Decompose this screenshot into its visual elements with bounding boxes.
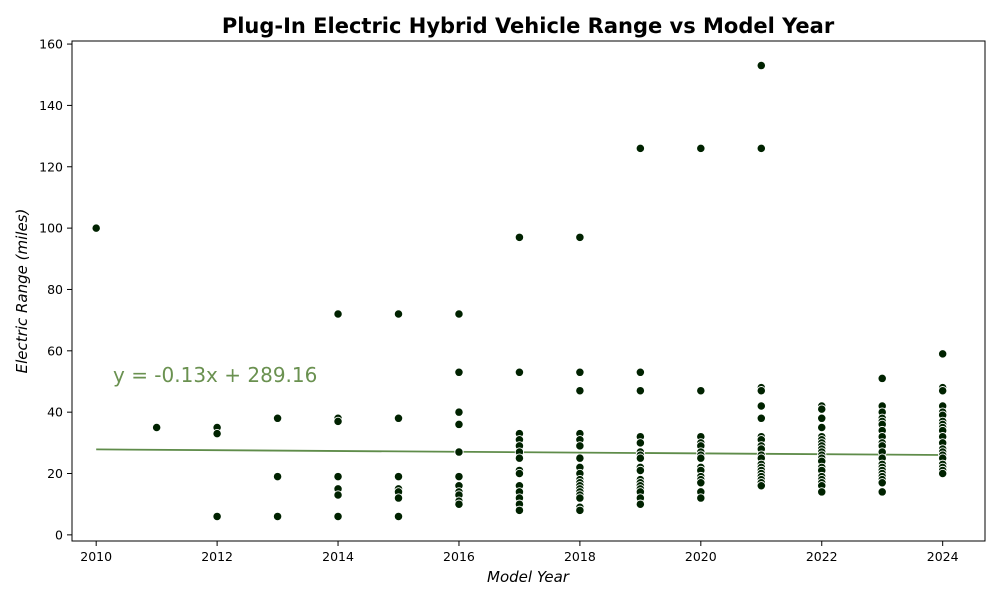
data-point: [514, 453, 525, 463]
data-point: [938, 468, 948, 479]
data-point: [635, 438, 646, 448]
data-point: [877, 478, 887, 488]
data-point: [756, 401, 766, 411]
data-point: [817, 404, 827, 414]
data-point: [635, 386, 646, 396]
data-point: [696, 386, 706, 396]
y-tick-label: 100: [39, 221, 63, 236]
data-point: [454, 471, 464, 482]
y-tick-label: 140: [39, 98, 63, 113]
y-tick-label: 160: [39, 37, 63, 52]
trendline-equation: y = -0.13x + 289.16: [113, 363, 317, 387]
x-tick-label: 2016: [443, 549, 475, 564]
data-point: [454, 407, 464, 417]
data-point: [817, 413, 827, 423]
data-point: [333, 471, 343, 482]
y-tick-label: 0: [55, 527, 63, 542]
data-point: [514, 468, 525, 479]
plot-frame: [71, 40, 986, 542]
data-point: [696, 453, 706, 463]
data-point: [393, 471, 404, 482]
data-point: [575, 232, 585, 242]
x-tick-label: 2024: [927, 549, 959, 564]
x-tick-label: 2014: [322, 549, 354, 564]
data-point: [454, 499, 464, 509]
y-tick-label: 120: [39, 159, 63, 174]
data-point: [91, 223, 101, 233]
x-tick-label: 2022: [806, 549, 838, 564]
data-point: [575, 505, 585, 515]
data-point: [696, 493, 706, 503]
data-point: [333, 416, 343, 427]
data-point: [696, 478, 706, 488]
data-point: [817, 422, 827, 433]
data-point: [393, 511, 404, 522]
data-point: [756, 386, 766, 396]
data-point: [575, 453, 585, 463]
data-point: [514, 505, 525, 515]
x-tick-label: 2010: [80, 549, 112, 564]
x-axis-label: Model Year: [487, 568, 570, 586]
data-point: [393, 413, 404, 423]
data-point: [575, 367, 585, 377]
x-tick-label: 2012: [201, 549, 233, 564]
data-point: [575, 493, 585, 503]
y-tick-label: 60: [47, 343, 63, 358]
data-point: [635, 465, 646, 476]
data-point: [454, 309, 464, 319]
data-point: [635, 453, 646, 463]
data-point: [212, 511, 222, 522]
x-tick-label: 2020: [685, 549, 717, 564]
data-point: [272, 471, 283, 482]
data-point: [272, 511, 283, 522]
data-point: [756, 143, 766, 154]
data-point: [635, 499, 646, 509]
plot-area: [91, 60, 948, 522]
data-point: [938, 386, 948, 396]
y-tick-label: 80: [47, 282, 63, 297]
y-tick-label: 20: [47, 466, 63, 481]
data-point: [454, 367, 464, 377]
data-point: [212, 428, 222, 439]
data-point: [393, 309, 404, 319]
data-point: [756, 481, 766, 491]
data-point: [333, 511, 343, 522]
data-point: [938, 349, 948, 359]
data-point: [272, 413, 283, 423]
data-point: [817, 487, 827, 497]
data-point: [877, 487, 887, 497]
data-point: [635, 367, 646, 377]
x-tick-label: 2018: [564, 549, 596, 564]
data-point: [514, 367, 525, 377]
data-point: [877, 373, 887, 384]
data-point: [333, 490, 343, 500]
data-point: [393, 493, 404, 503]
chart-title: Plug-In Electric Hybrid Vehicle Range vs…: [222, 14, 835, 38]
x-axis: 2010 2012 2014 2016 2018 2020 2022 2024: [80, 541, 959, 564]
data-point: [151, 422, 162, 433]
data-point: [756, 60, 766, 71]
data-point: [575, 386, 585, 396]
data-point: [756, 413, 766, 423]
data-point: [635, 143, 646, 154]
data-point: [575, 441, 585, 451]
data-point: [333, 309, 343, 319]
data-point: [696, 143, 706, 154]
data-point: [514, 232, 525, 242]
y-axis-label: Electric Range (miles): [13, 209, 31, 374]
y-axis: 0 20 40 60 80 100 120 140 160: [39, 37, 72, 542]
y-tick-label: 40: [47, 405, 63, 420]
data-point: [454, 419, 464, 430]
data-point: [454, 447, 464, 457]
